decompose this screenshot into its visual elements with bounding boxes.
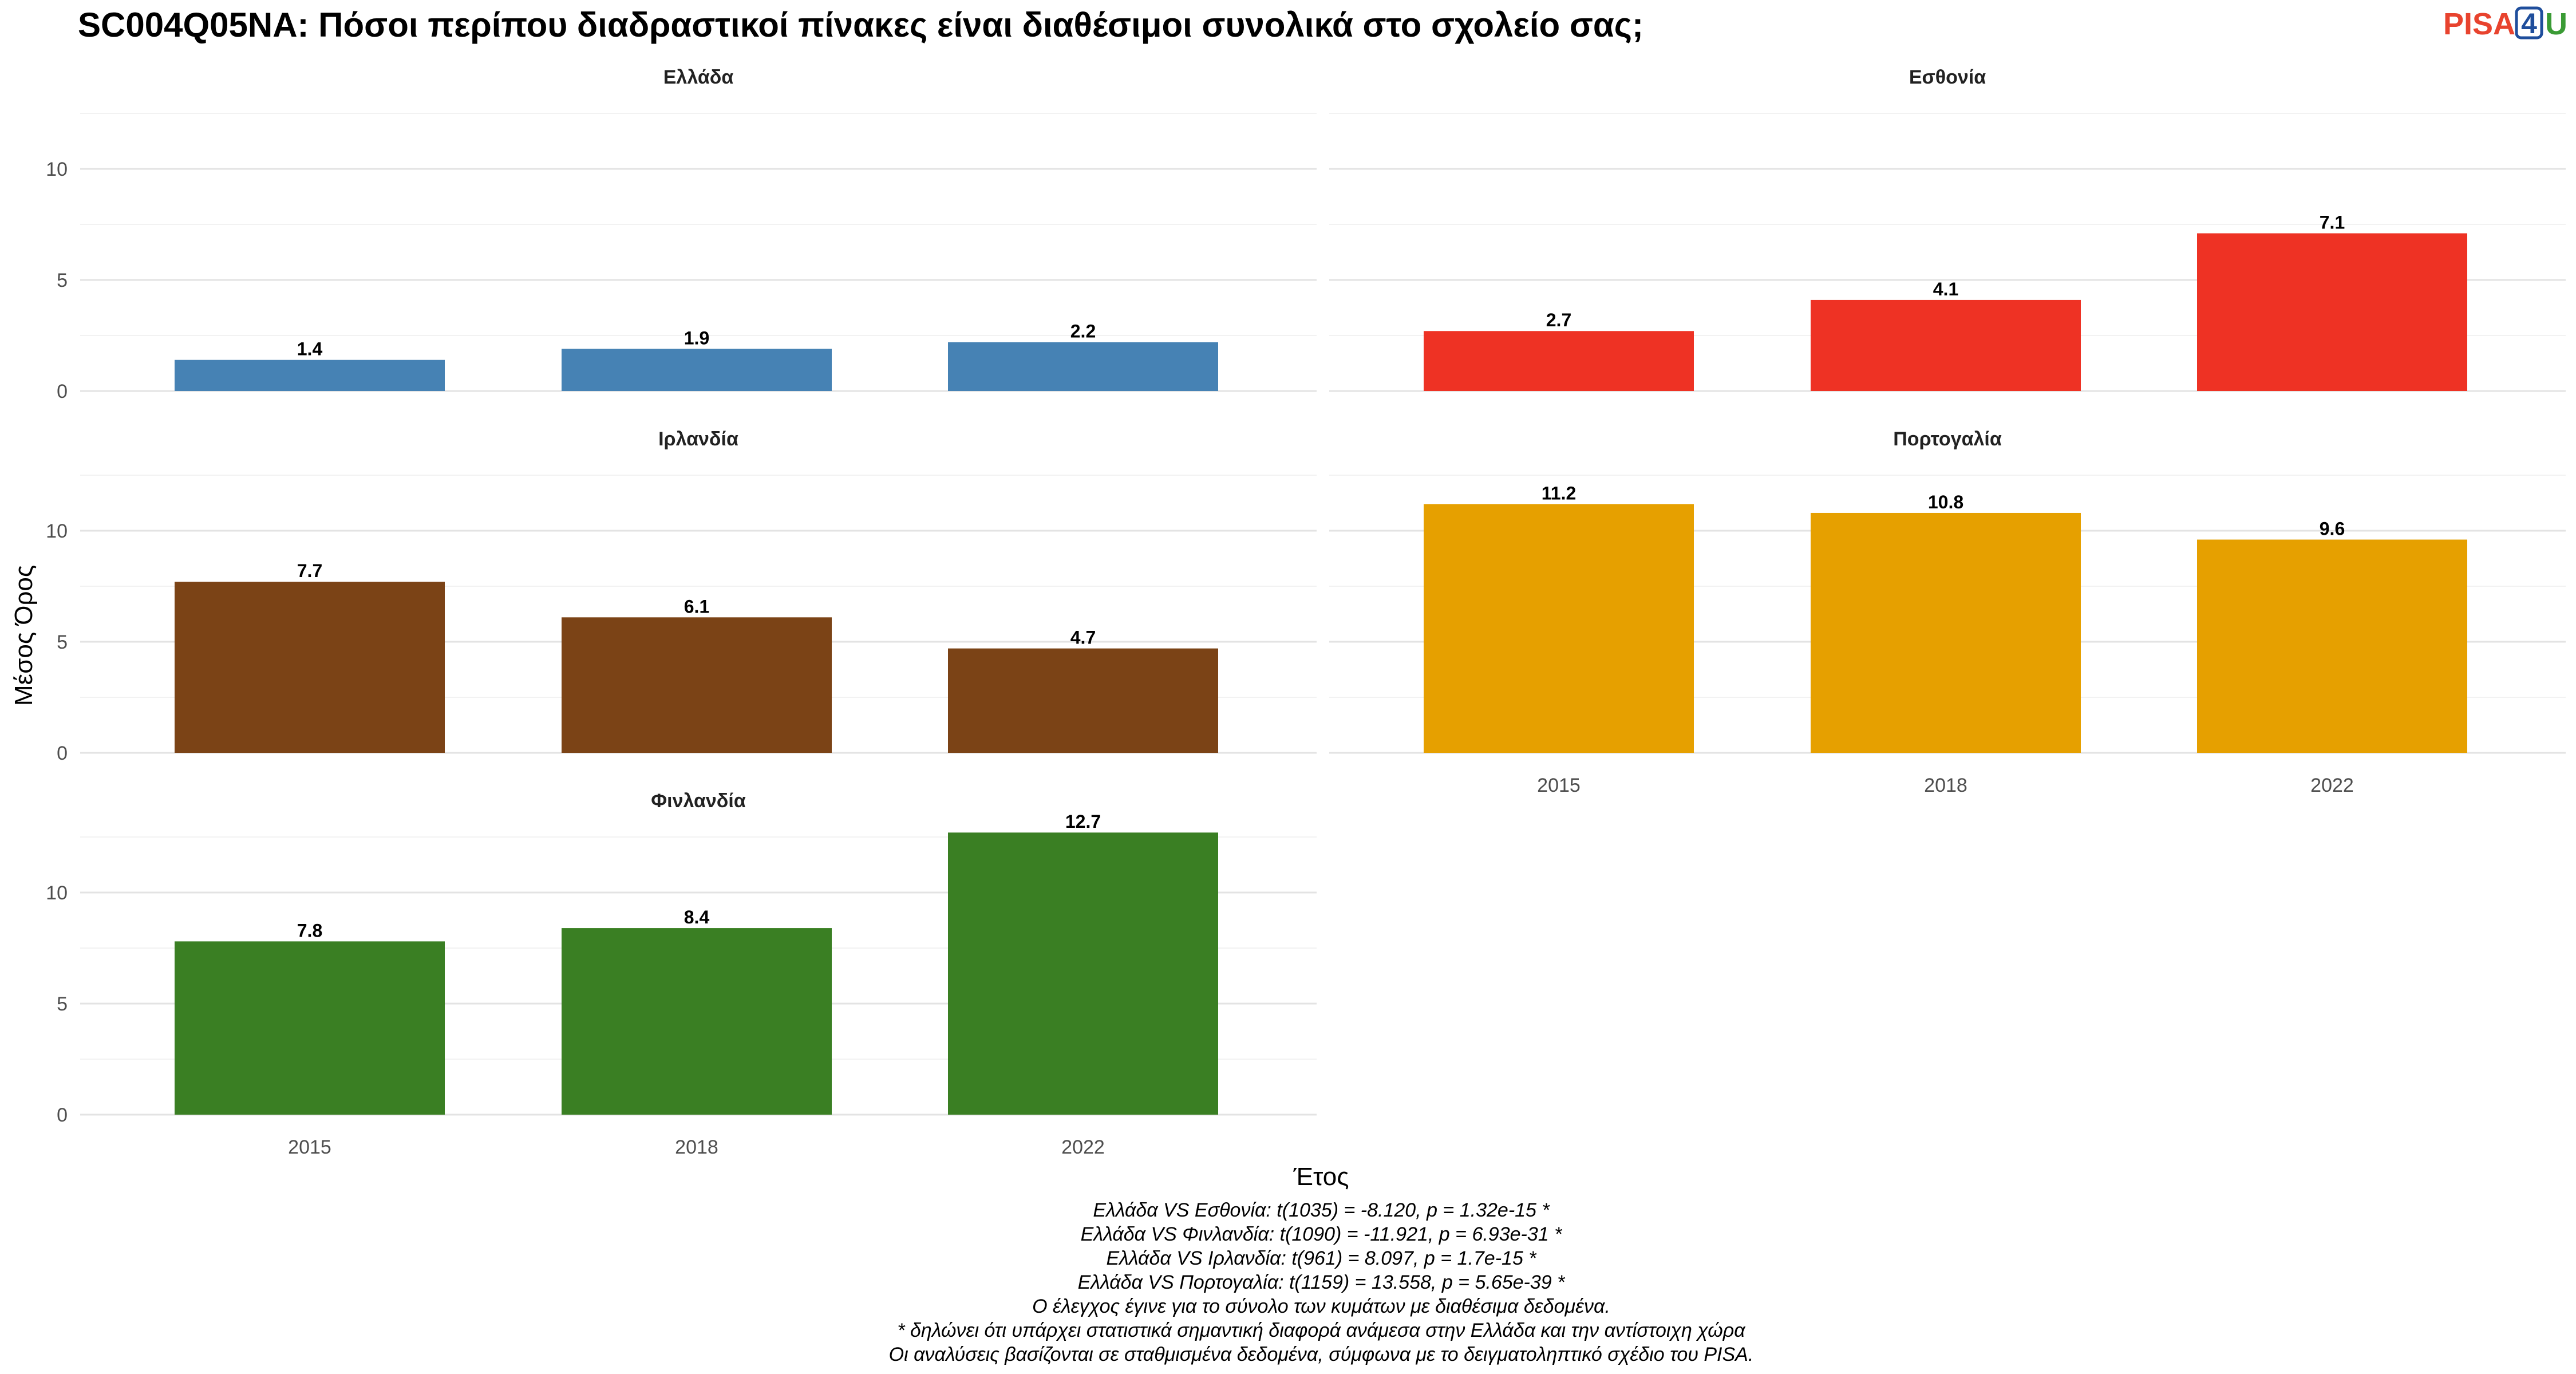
bar-value-label: 9.6 [2320, 519, 2345, 539]
bar-value-label: 4.7 [1070, 627, 1096, 648]
bar-2022 [2197, 233, 2467, 391]
y-tick-label: 0 [57, 381, 68, 402]
bar-value-label: 7.8 [297, 920, 322, 941]
y-tick-label: 5 [57, 631, 68, 653]
panel-title: Ιρλανδία [658, 428, 738, 450]
logo-box [2515, 6, 2543, 40]
bar-value-label: 2.7 [1546, 310, 1571, 330]
bar-2015 [1424, 331, 1694, 391]
chart-title: SC004Q05NA: Πόσοι περίπου διαδραστικοί π… [78, 6, 1643, 44]
bar-value-label: 2.2 [1070, 321, 1096, 342]
x-tick-label: 2015 [288, 1136, 331, 1158]
y-tick-label: 10 [46, 520, 68, 542]
bar-2015 [175, 360, 445, 391]
y-tick-label: 10 [46, 159, 68, 180]
bar-value-label: 10.8 [1928, 492, 1963, 512]
y-tick-label: 0 [57, 1104, 68, 1126]
bar-value-label: 11.2 [1542, 483, 1577, 503]
bar-value-label: 1.4 [297, 339, 323, 360]
y-tick-label: 5 [57, 270, 68, 291]
x-tick-label: 2022 [2310, 775, 2354, 796]
panel-4: Πορτογαλία 11.2 10.8 9.6 2015 2018 2022 [1329, 428, 2566, 796]
bar-2018 [1811, 299, 2081, 391]
y-axis-label: Μέσος Όρος [10, 565, 38, 706]
bar-2022 [948, 832, 1218, 1115]
panel-title: Ελλάδα [663, 66, 734, 88]
bar-value-label: 1.9 [684, 327, 709, 348]
panel-5: Φινλανδία 0 5 10 7.8 8.4 12.7 2015 2018 2022 [46, 790, 1317, 1158]
panel-1: Ελλάδα 0 5 10 1.4 1.9 2.2 [46, 66, 1317, 402]
y-tick-label: 0 [57, 743, 68, 764]
bar-value-label: 7.1 [2320, 212, 2345, 233]
y-tick-label: 10 [46, 882, 68, 904]
bar-2015 [1424, 504, 1694, 753]
note-line: Ελλάδα VS Ιρλανδία: t(961) = 8.097, p = … [1106, 1247, 1537, 1269]
logo-text-u: U [2545, 7, 2567, 41]
note-line: Ελλάδα VS Εσθονία: t(1035) = -8.120, p =… [1093, 1199, 1550, 1221]
x-tick-label: 2018 [675, 1136, 718, 1158]
panel-2: Εσθονία 2.7 4.1 7.1 [1329, 66, 2566, 392]
panel-3: Ιρλανδία 0 5 10 7.7 6.1 4.7 [46, 428, 1317, 764]
panels: Ελλάδα 0 5 10 1.4 1.9 2.2 Εσθονία 2.7 4.1 7.1 Ιρλαν… [46, 66, 2566, 1158]
y-tick-label: 5 [57, 993, 68, 1015]
x-tick-label: 2015 [1537, 775, 1581, 796]
bar-value-label: 8.4 [684, 907, 710, 927]
logo-text-4: 4 [2521, 7, 2537, 40]
note-line: Ο έλεγχος έγινε για το σύνολο των κυμάτω… [1032, 1296, 1610, 1317]
panel-title: Φινλανδία [651, 790, 746, 812]
panel-title: Εσθονία [1909, 66, 1986, 88]
panel-title: Πορτογαλία [1893, 428, 2002, 450]
bar-2015 [175, 582, 445, 753]
bar-2022 [948, 648, 1218, 753]
logo-text-pisa: PISA [2443, 7, 2515, 41]
bar-2018 [562, 928, 832, 1115]
bar-2022 [2197, 539, 2467, 753]
note-line: Ελλάδα VS Φινλανδία: t(1090) = -11.921, … [1081, 1223, 1563, 1245]
bar-value-label: 7.7 [297, 560, 322, 581]
note-line: Οι αναλύσεις βασίζονται σε σταθμισμένα δ… [889, 1344, 1754, 1365]
bar-2018 [562, 349, 832, 391]
note-line: * δηλώνει ότι υπάρχει στατιστικά σημαντι… [897, 1320, 1746, 1341]
bar-2018 [1811, 512, 2081, 753]
bar-value-label: 6.1 [684, 596, 709, 617]
notes: Ελλάδα VS Εσθονία: t(1035) = -8.120, p =… [889, 1199, 1754, 1365]
bar-2022 [948, 342, 1218, 391]
pisa4u-logo: PISA 4 U [2443, 6, 2567, 41]
note-line: Ελλάδα VS Πορτογαλία: t(1159) = 13.558, … [1078, 1272, 1566, 1293]
bar-value-label: 4.1 [1933, 279, 1958, 299]
bar-value-label: 12.7 [1065, 811, 1101, 832]
bar-2018 [562, 617, 832, 753]
x-axis-label: Έτος [1293, 1163, 1349, 1191]
x-tick-label: 2022 [1061, 1136, 1105, 1158]
bar-2015 [175, 941, 445, 1115]
x-tick-label: 2018 [1924, 775, 1967, 796]
